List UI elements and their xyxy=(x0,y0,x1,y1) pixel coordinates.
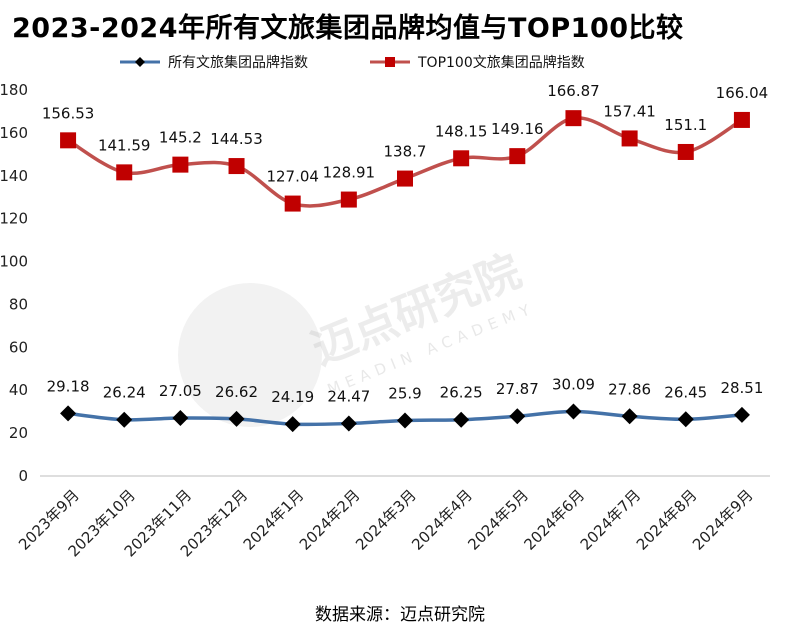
data-point xyxy=(453,411,470,428)
data-label: 24.19 xyxy=(271,388,314,406)
y-tick-label: 40 xyxy=(9,381,28,399)
data-label: 27.05 xyxy=(159,382,202,400)
data-point xyxy=(565,110,582,127)
data-label: 144.53 xyxy=(210,130,263,148)
y-tick-label: 60 xyxy=(9,338,28,356)
data-point xyxy=(116,411,133,428)
data-label: 149.16 xyxy=(491,120,544,138)
data-label: 26.62 xyxy=(215,383,258,401)
data-point xyxy=(733,111,750,128)
data-label: 141.59 xyxy=(98,136,151,154)
legend-marker xyxy=(135,57,145,67)
legend-label: TOP100文旅集团品牌指数 xyxy=(417,54,585,71)
data-label: 25.9 xyxy=(388,384,421,402)
legend-marker xyxy=(385,57,395,67)
data-label: 26.25 xyxy=(440,384,483,402)
chart-title: 2023-2024年所有文旅集团品牌均值与TOP100比较 xyxy=(12,13,684,44)
data-label: 157.41 xyxy=(603,102,656,120)
data-label: 26.45 xyxy=(664,383,707,401)
y-tick-label: 180 xyxy=(0,81,28,99)
data-label: 127.04 xyxy=(266,168,319,186)
legend: 所有文旅集团品牌指数 TOP100文旅集团品牌指数 xyxy=(120,54,585,71)
data-label: 156.53 xyxy=(42,104,95,122)
watermark-logo xyxy=(178,283,322,427)
data-label: 148.15 xyxy=(435,122,488,140)
data-label: 26.24 xyxy=(103,384,146,402)
data-point xyxy=(397,412,413,429)
data-point xyxy=(60,132,77,149)
data-label: 30.09 xyxy=(552,375,595,393)
data-point xyxy=(172,156,189,173)
data-point xyxy=(453,150,470,167)
data-point xyxy=(172,409,189,426)
data-point xyxy=(340,191,357,208)
legend-label: 所有文旅集团品牌指数 xyxy=(168,54,308,71)
data-label: 28.51 xyxy=(720,379,763,397)
source-note: 数据来源：迈点研究院 xyxy=(315,605,485,625)
series-layer: 29.18 26.24 27.05 26.62 24.19 24.47 25.9 26.25 2… xyxy=(42,82,769,433)
data-point xyxy=(509,408,526,425)
data-label: 145.2 xyxy=(159,129,202,147)
x-tick-label: 2024年9月 xyxy=(689,486,757,554)
data-label: 27.86 xyxy=(608,380,651,398)
y-tick-label: 120 xyxy=(0,210,28,228)
y-tick-label: 160 xyxy=(0,124,28,142)
data-point xyxy=(621,130,638,147)
data-point xyxy=(621,408,638,425)
data-label: 151.1 xyxy=(664,116,707,134)
data-point xyxy=(397,170,413,187)
data-label: 128.91 xyxy=(323,164,376,182)
data-point xyxy=(340,415,357,432)
y-tick-label: 0 xyxy=(18,467,28,485)
data-label: 29.18 xyxy=(47,377,90,395)
data-point xyxy=(677,411,694,428)
y-tick-label: 140 xyxy=(0,167,28,185)
data-point xyxy=(228,410,245,427)
data-point xyxy=(228,158,245,175)
data-point xyxy=(677,143,694,160)
data-label: 27.87 xyxy=(496,380,539,398)
data-point xyxy=(284,195,301,212)
data-label: 138.7 xyxy=(384,143,427,161)
y-tick-label: 100 xyxy=(0,253,28,271)
data-point xyxy=(284,416,301,433)
y-tick-label: 80 xyxy=(9,295,28,313)
data-label: 166.04 xyxy=(716,84,769,102)
data-point xyxy=(509,148,526,165)
data-point xyxy=(733,406,750,423)
data-point xyxy=(565,403,582,420)
data-point xyxy=(116,164,133,181)
y-tick-label: 20 xyxy=(9,424,28,442)
data-label: 24.47 xyxy=(327,388,370,406)
data-point xyxy=(60,405,77,422)
data-label: 166.87 xyxy=(547,82,600,100)
